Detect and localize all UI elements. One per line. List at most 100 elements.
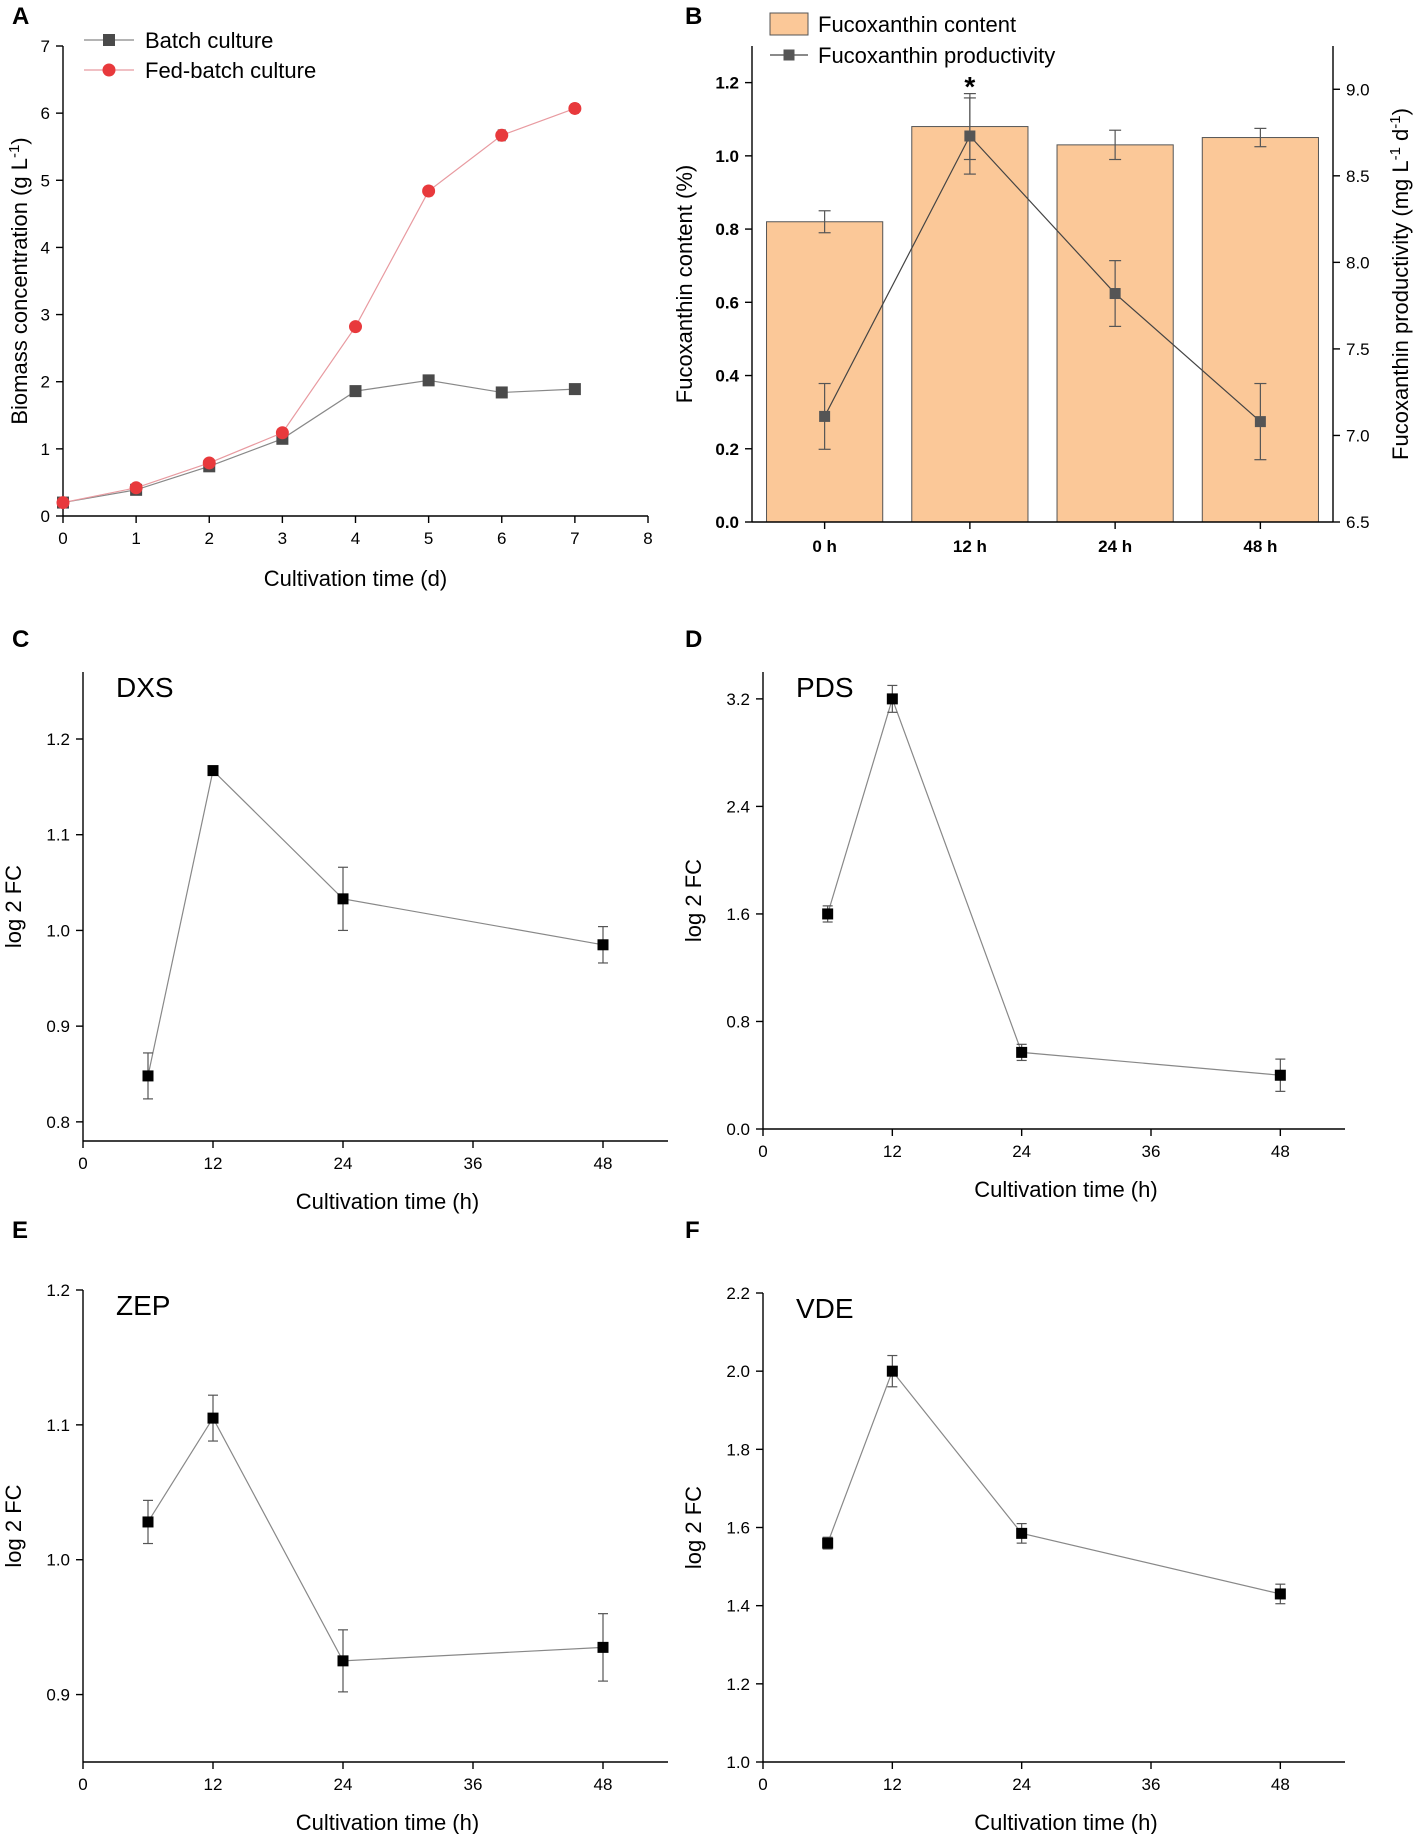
data-point bbox=[349, 385, 362, 398]
x-tick-label: 0 h bbox=[812, 537, 837, 556]
y2-tick-label: 8.0 bbox=[1346, 253, 1370, 272]
y-tick-label: 1.6 bbox=[726, 1519, 750, 1538]
x-tick-label: 48 bbox=[1271, 1142, 1290, 1161]
data-point bbox=[568, 101, 582, 115]
bar bbox=[911, 126, 1029, 523]
chart-panel-f: F 0 12 24 36 48 1.0 1.2 1.4 1.6 1.8 2.0 2.2 Cultivati… bbox=[681, 1217, 1345, 1834]
x-axis-title: Cultivation time (h) bbox=[974, 1177, 1157, 1202]
data-point bbox=[142, 1516, 154, 1528]
y2-tick-label: 6.5 bbox=[1346, 513, 1370, 532]
legend-label: Fed-batch culture bbox=[145, 58, 316, 83]
x-tick-label: 24 h bbox=[1098, 537, 1132, 556]
x-tick-label: 12 bbox=[204, 1154, 223, 1173]
gene-label: ZEP bbox=[116, 1290, 170, 1321]
x-tick-label: 7 bbox=[570, 529, 579, 548]
y-axis-title: log 2 FC bbox=[1, 865, 26, 948]
bar bbox=[1201, 137, 1319, 523]
y-tick-label: 2.4 bbox=[726, 797, 750, 816]
data-point bbox=[597, 1641, 609, 1653]
data-point bbox=[495, 128, 509, 142]
y-tick-label: 0.4 bbox=[715, 367, 739, 386]
x-tick-label: 24 bbox=[1012, 1775, 1031, 1794]
data-point bbox=[207, 1412, 219, 1424]
legend-marker bbox=[103, 34, 115, 46]
y-tick-label: 1.4 bbox=[726, 1597, 750, 1616]
y-axis-title: Biomass concentration (g L-1) bbox=[6, 137, 32, 424]
x-tick-label: 4 bbox=[351, 529, 360, 548]
y-tick-label: 2 bbox=[41, 373, 50, 392]
data-point bbox=[1274, 1588, 1286, 1600]
x-tick-label: 5 bbox=[424, 529, 433, 548]
data-point bbox=[822, 1537, 834, 1549]
x-axis-title: Cultivation time (d) bbox=[264, 566, 447, 591]
legend-bar-swatch bbox=[769, 12, 809, 36]
series-line bbox=[62, 379, 575, 504]
data-point bbox=[422, 184, 436, 198]
x-tick-label: 36 bbox=[464, 1154, 483, 1173]
series-line bbox=[147, 769, 604, 1077]
y-tick-label: 0.0 bbox=[715, 513, 739, 532]
data-point bbox=[822, 908, 834, 920]
chart-panel-c: C 0 12 24 36 48 0.8 0.9 1.0 1.1 1.2 Cultivation tim… bbox=[1, 626, 668, 1214]
data-point bbox=[56, 496, 70, 510]
legend-marker bbox=[102, 63, 116, 77]
x-tick-label: 0 bbox=[58, 529, 67, 548]
data-point bbox=[142, 1070, 154, 1082]
panel-letter-b: B bbox=[685, 3, 702, 30]
legend-label: Fucoxanthin productivity bbox=[818, 43, 1055, 68]
y-tick-label: 1.2 bbox=[715, 74, 739, 93]
panel-letter-a: A bbox=[12, 3, 29, 30]
y-tick-label: 0.9 bbox=[46, 1017, 70, 1036]
x-tick-label: 24 bbox=[1012, 1142, 1031, 1161]
y-tick-label: 2.2 bbox=[726, 1284, 750, 1303]
x-tick-label: 12 bbox=[204, 1775, 223, 1794]
y-tick-label: 0.2 bbox=[715, 440, 739, 459]
legend-label: Fucoxanthin content bbox=[818, 12, 1016, 37]
x-axis-title: Cultivation time (h) bbox=[974, 1810, 1157, 1834]
data-point bbox=[568, 383, 581, 396]
y-tick-label: 0.8 bbox=[726, 1012, 750, 1031]
series-line bbox=[147, 1416, 604, 1662]
data-point bbox=[1016, 1046, 1028, 1058]
y-tick-label: 0.8 bbox=[715, 220, 739, 239]
y2-tick-label: 9.0 bbox=[1346, 80, 1370, 99]
x-axis-title: Cultivation time (h) bbox=[296, 1189, 479, 1214]
y-tick-label: 3 bbox=[41, 306, 50, 325]
y2-tick-label: 7.0 bbox=[1346, 426, 1370, 445]
y-tick-label: 1.2 bbox=[726, 1675, 750, 1694]
legend: Fucoxanthin content Fucoxanthin productiv… bbox=[769, 12, 1055, 68]
y-tick-label: 2.0 bbox=[726, 1362, 750, 1381]
y-tick-label: 1.6 bbox=[726, 905, 750, 924]
y-tick-label: 1.0 bbox=[46, 1551, 70, 1570]
y-tick-label: 1.0 bbox=[715, 147, 739, 166]
x-tick-label: 3 bbox=[278, 529, 287, 548]
data-point bbox=[337, 1655, 349, 1667]
x-tick-label: 48 bbox=[1271, 1775, 1290, 1794]
legend: Batch culture Fed-batch culture bbox=[84, 28, 316, 83]
x-tick-label: 2 bbox=[205, 529, 214, 548]
gene-label: PDS bbox=[796, 672, 854, 703]
panel-letter-c: C bbox=[12, 626, 29, 653]
productivity-point bbox=[1254, 416, 1266, 428]
data-point bbox=[1274, 1069, 1286, 1081]
y-tick-label: 1.8 bbox=[726, 1440, 750, 1459]
x-tick-label: 1 bbox=[131, 529, 140, 548]
y-axis-title: log 2 FC bbox=[681, 859, 706, 942]
data-point bbox=[202, 456, 216, 470]
y-tick-label: 4 bbox=[41, 238, 50, 257]
series-fed-batch bbox=[56, 101, 582, 510]
y-tick-label: 3.2 bbox=[726, 690, 750, 709]
x-tick-label: 6 bbox=[497, 529, 506, 548]
data-point bbox=[886, 1365, 898, 1377]
bar bbox=[766, 221, 884, 523]
panel-letter-d: D bbox=[685, 626, 702, 653]
y-tick-label: 1 bbox=[41, 440, 50, 459]
y-tick-label: 1.2 bbox=[46, 1281, 70, 1300]
y-tick-label: 1.1 bbox=[46, 1416, 70, 1435]
x-tick-label: 12 h bbox=[953, 537, 987, 556]
series-line bbox=[827, 696, 1281, 1076]
series-line bbox=[62, 107, 576, 504]
legend-label: Batch culture bbox=[145, 28, 273, 53]
y2-tick-label: 8.5 bbox=[1346, 167, 1370, 186]
x-tick-label: 12 bbox=[883, 1775, 902, 1794]
